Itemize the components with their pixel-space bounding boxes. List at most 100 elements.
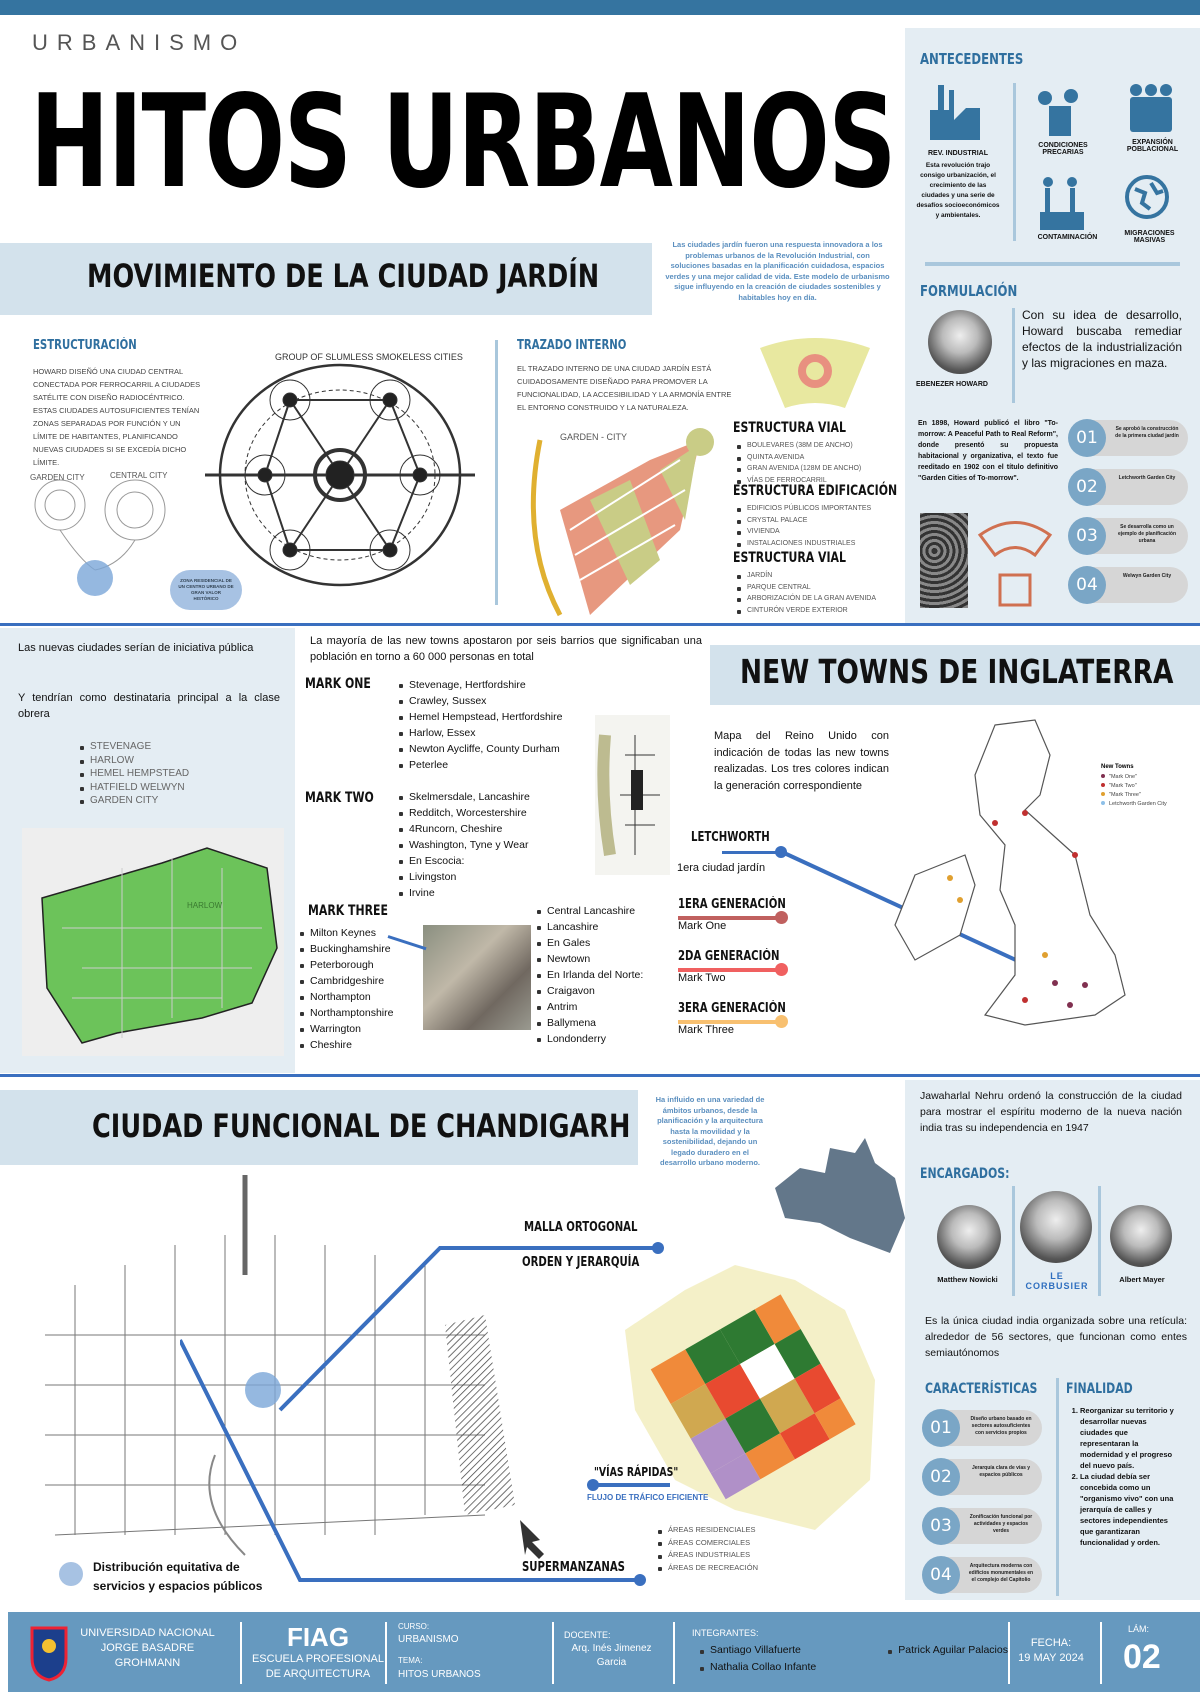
numbered-pill: 01 Se aprobó la construcción de la primer… [1068,419,1188,457]
pill-text: Welwyn Garden City [1122,573,1172,579]
generation-sub: Mark One [678,920,727,932]
list-item: Newtown [535,951,688,967]
mark-two-title: MARK TWO [305,790,374,806]
numbered-pill: 04 Arquitectura moderna con edificios mon… [922,1556,1042,1594]
list-item: Stevenage, Hertfordshire [397,677,562,693]
list-item: HEMEL HEMPSTEAD [78,767,189,781]
pill-number: 03 [922,1507,960,1545]
antecedente-label: EXPANSIÓN POBLACIONAL [1126,139,1179,153]
people-icon [1130,84,1172,132]
areas-list: ÁREAS RESIDENCIALES ÁREAS COMERCIALES ÁREA… [656,1524,758,1574]
harlow-map: HARLOW [22,828,284,1056]
social-city-diagram: GROUP OF SLUMLESS SMOKELESS CITIES [205,352,475,587]
howard-name: EBENEZER HOWARD [916,381,988,388]
numbered-pill: 02 Jerarquía clara de vías y espacios púb… [922,1458,1042,1496]
list-item: Londonderry [535,1031,688,1047]
chandigarh-region-silhouette [775,1138,905,1253]
chandigarh-intro: Ha influido en una variedad de ámbitos u… [655,1095,765,1167]
mark-one-title: MARK ONE [305,676,371,692]
malla-label: MALLA ORTOGONAL [524,1220,638,1235]
list-item: ÁREAS INDUSTRIALES [656,1549,758,1562]
list-item: BOULEVARES (38M DE ANCHO) [735,440,861,452]
divider [240,1622,242,1684]
uk-map: New Towns "Mark One" "Mark Two" "Mark Thre… [894,719,1167,1026]
formulacion-quote: Con su idea de desarrollo, Howard buscab… [1022,308,1182,370]
mark-three-list: Milton Keynes Buckinghamshire Peterborough… [298,925,393,1053]
person-name: Matthew Nowicki [937,1275,998,1284]
pill-number: 01 [1068,419,1106,457]
towns-list: STEVENAGE HARLOW HEMEL HEMPSTEAD HATFIELD W… [78,740,189,808]
integrantes-label: INTEGRANTES: [692,1628,759,1638]
chandigarh-banner [0,1090,638,1165]
tema-label: TEMA: [398,1656,423,1665]
list-item: Nathalia Collao Infante [698,1659,886,1676]
legend-item: Letchworth Garden City [1109,801,1167,807]
milton-keynes-photo [423,925,531,1030]
formulacion-text: En 1898, Howard publicó el libro "To-mor… [918,420,1058,482]
diagram-label: GROUP OF SLUMLESS SMOKELESS CITIES [275,352,463,362]
structure-heading: ESTRUCTURA VIAL [733,420,846,436]
mark-three-list-2: Central Lancashire Lancashire En Gales Newt… [535,903,688,1047]
letchworth-sub: 1era ciudad jardín [677,862,766,874]
le-corbusier-portrait [1020,1191,1092,1263]
mark-three-title: MARK THREE [308,903,388,919]
generation-title: 3ERA GENERACIÓN [678,1001,786,1016]
list-item: CRYSTAL PALACE [735,515,871,527]
tema: HITOS URBANOS [398,1669,481,1680]
generation-dot [775,1015,788,1028]
divider [1056,1378,1059,1596]
encargados-heading: ENCARGADOS: [920,1166,1010,1182]
uk-map-caption: Mapa del Reino Unido con indicación de t… [714,730,889,792]
generation-line [678,916,778,920]
legend-item: "Mark One" [1109,774,1137,780]
fecha: 19 MAY 2024 [1018,1652,1084,1664]
list-item: En Irlanda del Norte: [535,967,688,983]
divider [1098,1186,1101,1296]
pill-number: 01 [922,1409,960,1447]
list-item: GRAN AVENIDA (128M DE ANCHO) [735,463,861,475]
numbered-pill: 01 Diseño urbano basado en sectores autos… [922,1409,1042,1447]
pill-number: 02 [922,1458,960,1496]
structure-list: EDIFICIOS PÚBLICOS IMPORTANTES CRYSTAL PA… [735,503,871,549]
list-item: Ballymena [535,1015,688,1031]
person-name: Albert Mayer [1119,1275,1165,1284]
generation-sub: Mark Three [678,1024,735,1036]
caracteristicas-heading: CARACTERÍSTICAS [925,1381,1038,1397]
pill-text: Zonificación funcional por actividades y… [969,1514,1033,1534]
list-item: Hemel Hempstead, Hertfordshire [397,709,562,725]
supermanzanas-label: SUPERMANZANAS [522,1560,625,1575]
factory-smoke-icon [1040,177,1084,230]
list-item: CINTURÓN VERDE EXTERIOR [735,605,876,617]
nehru-text: Jawaharlal Nehru ordenó la construcción … [920,1090,1182,1134]
list-item: Buckinghamshire [298,941,393,957]
chandigarh-title: CIUDAD FUNCIONAL DE CHANDIGARH [92,1107,631,1145]
list-item: Skelmersdale, Lancashire [397,789,530,805]
zone-bubble: ZONA RESIDENCIAL DE UN CENTRO URBANO DE … [170,570,242,610]
list-item: Northamptonshire [298,1005,393,1021]
howard-portrait [928,310,992,374]
new-towns-banner [710,645,1200,705]
pill-number: 03 [1068,517,1106,555]
list-item: Livingston [397,869,530,885]
list-item: En Gales [535,935,688,951]
fecha-label: FECHA: [1030,1637,1072,1649]
antecedente-label: MIGRACIONES MASIVAS [1124,230,1175,244]
garden-city-intro: Las ciudades jardín fueron una respuesta… [665,240,890,302]
pill-number: 02 [1068,468,1106,506]
mark-one-list: Stevenage, Hertfordshire Crawley, Sussex H… [397,677,562,773]
letchworth-title: LETCHWORTH [691,830,770,845]
divider [1012,1186,1015,1296]
lam-label: LÁM: [1128,1624,1150,1634]
numbered-pill: 02 Letchworth Garden City [1068,468,1188,506]
legend-item: "Mark Three" [1109,792,1141,798]
list-item: Milton Keynes [298,925,393,941]
pill-text: Arquitectura moderna con edificios monum… [968,1563,1034,1583]
list-item: Antrim [535,999,688,1015]
list-item: Washington, Tyne y Wear [397,837,530,853]
list-item: Central Lancashire [535,903,688,919]
list-item: PARQUE CENTRAL [735,582,876,594]
university-crest [30,1626,68,1682]
distribution-dot [59,1562,83,1586]
plan-label: GARDEN - CITY [560,432,627,442]
list-item: Newton Aycliffe, County Durham [397,741,562,757]
